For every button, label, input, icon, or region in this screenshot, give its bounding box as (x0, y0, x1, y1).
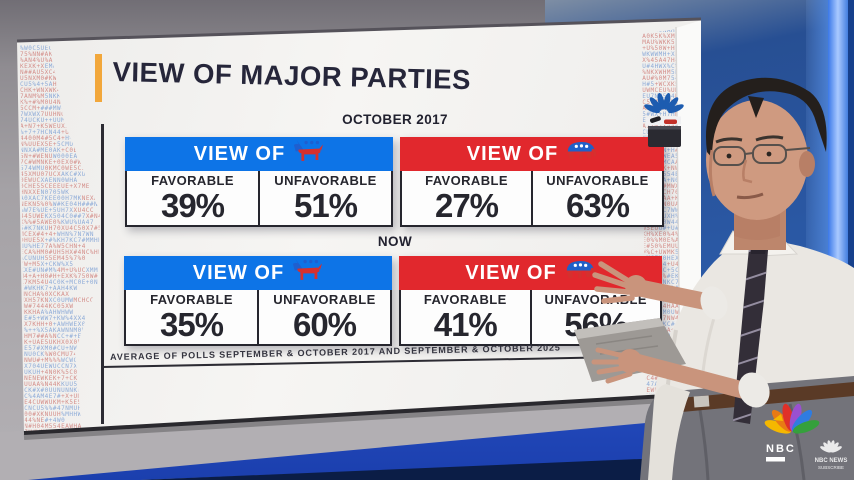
favorable-cell: FAVORABLE 35% (126, 290, 257, 344)
unfavorable-label: UNFAVORABLE (546, 173, 649, 189)
unfavorable-cell: UNFAVORABLE 51% (258, 171, 391, 225)
unfavorable-value: 51% (293, 186, 358, 224)
favorable-label: FAVORABLE (425, 173, 508, 189)
screen-bezel (676, 20, 701, 395)
page-title: VIEW OF MAJOR PARTIES (112, 56, 472, 96)
panel-cells: FAVORABLE 27% UNFAVORABLE 63% (400, 171, 664, 227)
panel-cells: FAVORABLE 39% UNFAVORABLE 51% (125, 171, 393, 227)
title-accent-bar (95, 54, 102, 102)
panel-cells: FAVORABLE 35% UNFAVORABLE 60% (124, 290, 392, 346)
period-label-october-2017: OCTOBER 2017 (342, 112, 448, 127)
unfavorable-value: 56% (564, 305, 628, 343)
panel-header-republican: VIEW OF (400, 137, 664, 171)
favorable-value: 35% (159, 305, 224, 343)
favorable-cell: FAVORABLE 27% (402, 171, 531, 225)
favorable-label: FAVORABLE (423, 292, 507, 308)
unfavorable-label: UNFAVORABLE (273, 292, 376, 308)
panel-header-label: VIEW OF (465, 261, 557, 284)
panel-republican-now: VIEW OF FAVORABLE 41% UNFAVORABLE 56% (399, 256, 662, 346)
panel-header-democratic: VIEW OF (124, 256, 392, 290)
unfavorable-cell: UNFAVORABLE 60% (257, 290, 390, 344)
favorable-label: FAVORABLE (150, 292, 233, 308)
panel-cells: FAVORABLE 41% UNFAVORABLE 56% (399, 290, 662, 346)
favorable-value: 39% (160, 186, 225, 224)
panel-democratic-2017: VIEW OF FAVORABLE 39% UNFAVORABLE 51% (125, 137, 393, 227)
panel-democratic-now: VIEW OF FAVORABLE 35% UNFAVORABLE 60% (124, 256, 392, 346)
panel-header-label: VIEW OF (466, 142, 559, 165)
democratic-donkey-icon (294, 139, 324, 161)
unfavorable-value: 63% (565, 186, 630, 224)
panel-header-label: VIEW OF (193, 142, 286, 165)
unfavorable-cell: UNFAVORABLE 63% (531, 171, 662, 225)
republican-elephant-icon (568, 141, 597, 159)
panel-republican-2017: VIEW OF FAVORABLE 27% UNFAVORABLE 63% (400, 137, 664, 227)
panel-header-label: VIEW OF (192, 261, 285, 284)
graphic-frame-line-vertical (101, 124, 104, 424)
favorable-label: FAVORABLE (151, 173, 234, 189)
favorable-cell: FAVORABLE 39% (127, 171, 258, 225)
unfavorable-label: UNFAVORABLE (274, 173, 377, 189)
panel-header-democratic: VIEW OF (125, 137, 393, 171)
favorable-cell: FAVORABLE 41% (401, 290, 530, 344)
decorative-glyph-pattern-left: +UK%#4+74E04U#XW4N#4X50W%W0C5UECXM7HMHC%… (20, 40, 104, 436)
unfavorable-cell: UNFAVORABLE 56% (529, 290, 661, 344)
favorable-value: 27% (434, 186, 499, 224)
republican-elephant-icon (566, 260, 595, 278)
panel-header-republican: VIEW OF (399, 256, 662, 290)
period-label-now: NOW (377, 234, 413, 249)
democratic-donkey-icon (293, 258, 323, 280)
favorable-value: 41% (433, 305, 498, 343)
unfavorable-value: 60% (292, 305, 357, 343)
